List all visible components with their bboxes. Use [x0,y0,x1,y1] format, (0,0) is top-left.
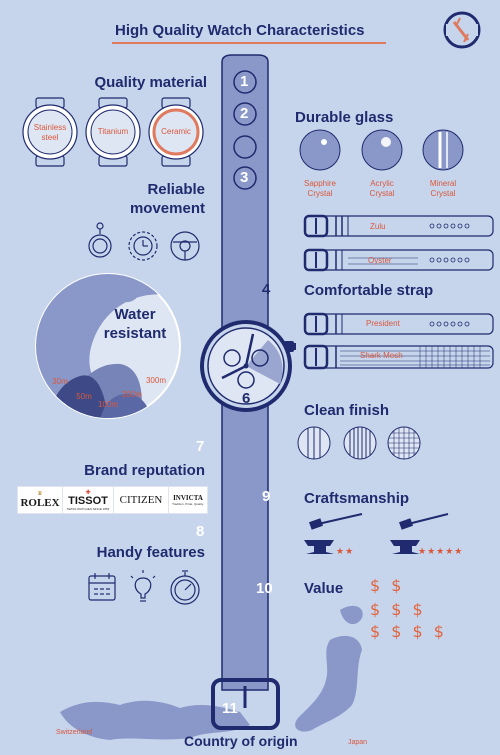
heading-reliable-movement: Reliable movement [129,181,205,217]
price-level-3: $ $ $ [370,600,426,619]
material-watches [22,97,204,167]
number-3: 3 [240,169,249,186]
stainless-steel-watch-icon [22,97,78,167]
sapphire-crystal-icon [299,129,341,171]
craftsmanship-icons [304,513,449,554]
depth-label-200m: 200m [121,390,142,399]
number-2: 2 [240,105,249,122]
upper-strap [221,54,269,341]
water-resistant-graphic [35,273,181,419]
heading-comfortable-strap: Comfortable strap [304,282,434,299]
heading-durable-glass: Durable glass [295,109,394,126]
oyster-strap-icon [303,248,494,272]
map-japan-island [340,605,363,625]
glass-label-mineral: Mineral Crystal [429,179,457,198]
title-underline [112,42,386,44]
heading-handy-features: Handy features [96,544,205,561]
brand-logo-tissot: ✚ TISSOT SWISS WATCHES SINCE 1853 [62,486,114,514]
lower-strap [221,399,269,691]
number-4: 4 [262,281,271,298]
steering-wheel-icon [170,231,200,261]
brand-logo-citizen: CITIZEN [113,486,169,514]
strap-buckle [211,678,280,730]
heading-value: Value [304,580,344,597]
number-9: 9 [262,488,271,505]
crown-icon: ♛ [37,491,43,497]
number-1: 1 [240,73,249,90]
gear-clock-icon [128,231,158,261]
heading-water-resistant: Water resistant [103,306,167,342]
shark-mesh-strap-icon [303,344,494,370]
material-label-titanium: Titanium [97,127,129,136]
stopwatch-icon [170,570,200,605]
strap-label-oyster: Oyster [368,256,392,265]
strap-types [303,214,494,370]
strap-label-president: President [366,319,400,328]
depth-label-50m: 50m [76,392,92,401]
lightbulb-icon [130,570,156,602]
calendar-icon [88,573,116,601]
rating-stars-2: ★★★★★ [418,546,464,556]
movement-icons [88,222,200,261]
heading-clean-finish: Clean finish [304,402,390,419]
map-switzerland-shape [60,700,250,740]
strap-label-zulu: Zulu [370,222,386,231]
glass-label-acrylic: Acrylic Crystal [369,179,395,198]
country-label-switzerland: Switzerland [56,729,93,736]
rating-stars-1: ★★ [336,546,355,556]
material-label-ceramic: Ceramic [161,127,191,136]
number-8: 8 [196,523,205,540]
heading-country-of-origin: Country of origin [184,733,298,749]
titanium-watch-icon [85,97,141,167]
number-6: 6 [242,390,251,407]
page-title: High Quality Watch Characteristics [115,22,365,39]
heading-quality-material: Quality material [94,74,207,91]
country-label-japan: Japan [348,739,368,746]
acrylic-crystal-icon [361,129,403,171]
striped-finish-icon [343,426,377,460]
president-strap-icon [303,312,494,336]
swiss-cross-icon: ✚ [85,489,91,496]
map-japan-shape [295,635,362,732]
depth-label-30m: 30m [52,377,68,386]
pocket-watch-icon [88,222,112,258]
finish-types [297,426,421,460]
ceramic-watch-icon [148,97,204,167]
grid-finish-icon [387,426,421,460]
features-icons [88,570,200,605]
price-level-4: $ $ $ $ [370,622,447,641]
glass-label-sapphire: Sapphire Crystal [303,179,337,198]
price-level-2: $ $ [370,576,405,595]
material-label-stainless: Stainless steel [33,123,67,142]
heading-brand-reputation: Brand reputation [84,462,205,479]
mineral-crystal-icon [422,129,464,171]
zulu-strap-icon [303,214,494,238]
brushed-finish-icon [297,426,331,460]
brand-logo-rolex: ♛ ROLEX [17,486,63,514]
number-11: 11 [222,700,238,717]
depth-label-100m: 100m [97,400,118,409]
heading-craftsmanship: Craftsmanship [304,490,410,507]
hammer-anvil-icon-1 [304,513,363,554]
depth-label-300m: 300m [145,376,166,385]
brand-logo-icon [443,11,481,49]
number-10: 10 [256,580,273,597]
number-7: 7 [196,438,205,455]
brand-logo-invicta: INVICTA Tradition. Pride. Quality. [168,486,208,514]
strap-label-shark-mesh: Shark Mesh [360,351,403,360]
glass-types [299,129,464,171]
hammer-anvil-icon-2 [390,513,449,554]
